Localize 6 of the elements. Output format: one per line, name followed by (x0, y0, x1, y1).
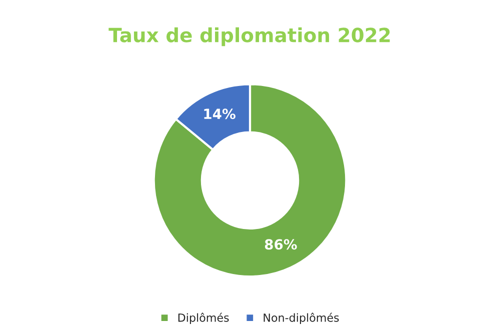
chart-title: Taux de diplomation 2022 (108, 27, 390, 46)
legend-label: Diplômés (178, 312, 229, 324)
data-label: 14% (204, 108, 236, 120)
legend-label: Non-diplômés (264, 312, 339, 324)
donut-slice (152, 83, 348, 278)
data-label: 86% (264, 239, 297, 250)
